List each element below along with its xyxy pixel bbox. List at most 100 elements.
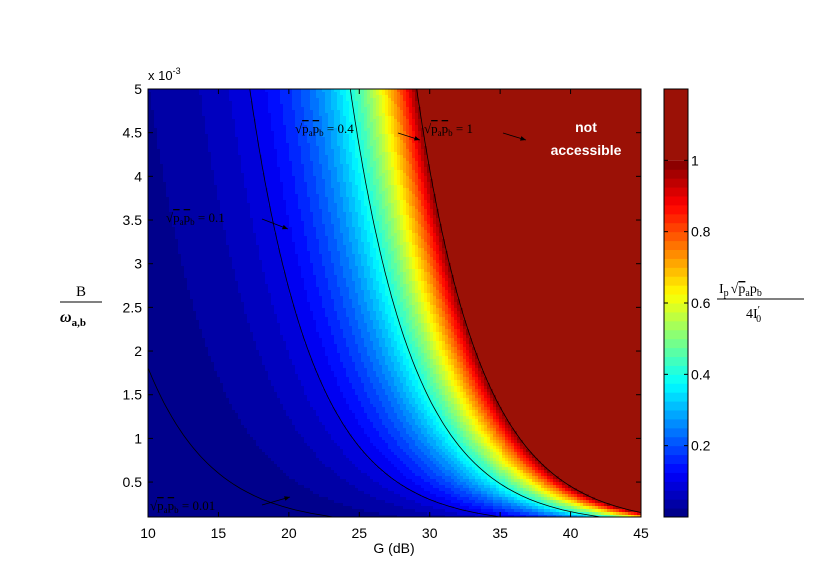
field-cell xyxy=(211,173,215,177)
field-cell xyxy=(148,113,152,117)
field-cell xyxy=(460,92,464,96)
field-cell xyxy=(532,98,536,102)
field-cell xyxy=(574,149,578,153)
field-cell xyxy=(259,152,263,156)
field-cell xyxy=(148,140,152,144)
field-cell xyxy=(508,137,512,141)
field-cell xyxy=(253,131,257,135)
field-cell xyxy=(298,122,302,126)
field-cell xyxy=(199,140,203,144)
field-cell xyxy=(175,173,179,177)
field-cell xyxy=(499,143,503,147)
field-cell xyxy=(628,176,632,180)
field-cell xyxy=(220,155,224,159)
field-cell xyxy=(472,176,476,180)
field-cell xyxy=(439,116,443,120)
field-cell xyxy=(601,125,605,129)
field-cell xyxy=(430,164,434,168)
field-cell xyxy=(316,128,320,132)
field-cell xyxy=(211,134,215,138)
field-cell xyxy=(304,92,308,96)
field-cell xyxy=(169,119,173,123)
field-cell xyxy=(625,134,629,138)
field-cell xyxy=(418,122,422,126)
field-cell xyxy=(631,155,635,159)
field-cell xyxy=(556,164,560,168)
field-cell xyxy=(403,158,407,162)
field-cell xyxy=(565,95,569,99)
field-cell xyxy=(241,128,245,132)
field-cell xyxy=(547,143,551,147)
field-cell xyxy=(316,137,320,141)
field-cell xyxy=(475,161,479,165)
field-cell xyxy=(484,128,488,132)
field-cell xyxy=(268,137,272,141)
field-cell xyxy=(346,110,350,114)
field-cell xyxy=(505,167,509,171)
field-cell xyxy=(448,89,452,93)
field-cell xyxy=(268,161,272,165)
field-cell xyxy=(526,92,530,96)
field-cell xyxy=(487,167,491,171)
field-cell xyxy=(415,116,419,120)
field-cell xyxy=(154,173,158,177)
field-cell xyxy=(511,143,515,147)
field-cell xyxy=(292,164,296,168)
field-cell xyxy=(448,143,452,147)
field-cell xyxy=(481,167,485,171)
field-cell xyxy=(628,152,632,156)
field-cell xyxy=(619,104,623,108)
field-cell xyxy=(349,116,353,120)
field-cell xyxy=(379,170,383,174)
field-cell xyxy=(622,89,626,93)
field-cell xyxy=(199,155,203,159)
field-cell xyxy=(520,155,524,159)
field-cell xyxy=(505,122,509,126)
field-cell xyxy=(601,140,605,144)
field-cell xyxy=(610,92,614,96)
field-cell xyxy=(400,104,404,108)
field-cell xyxy=(190,176,194,180)
field-cell xyxy=(502,149,506,153)
field-cell xyxy=(223,119,227,123)
field-cell xyxy=(472,110,476,114)
field-cell xyxy=(415,107,419,111)
field-cell xyxy=(265,170,269,174)
field-cell xyxy=(400,149,404,153)
field-cell xyxy=(166,167,170,171)
field-cell xyxy=(514,116,518,120)
field-cell xyxy=(403,173,407,177)
field-cell xyxy=(253,98,257,102)
field-cell xyxy=(343,113,347,117)
field-cell xyxy=(475,158,479,162)
field-cell xyxy=(232,137,236,141)
field-cell xyxy=(508,107,512,111)
field-cell xyxy=(628,104,632,108)
field-cell xyxy=(610,158,614,162)
field-cell xyxy=(511,89,515,93)
field-cell xyxy=(415,92,419,96)
field-cell xyxy=(208,110,212,114)
field-cell xyxy=(493,152,497,156)
field-cell xyxy=(565,149,569,153)
field-cell xyxy=(550,158,554,162)
field-cell xyxy=(532,137,536,141)
field-cell xyxy=(409,125,413,129)
field-cell xyxy=(565,98,569,102)
field-cell xyxy=(223,143,227,147)
field-cell xyxy=(430,116,434,120)
field-cell xyxy=(217,158,221,162)
field-cell xyxy=(313,89,317,93)
field-cell xyxy=(472,134,476,138)
field-cell xyxy=(604,155,608,159)
field-cell xyxy=(451,137,455,141)
field-cell xyxy=(484,89,488,93)
field-cell xyxy=(271,128,275,132)
field-cell xyxy=(199,116,203,120)
field-cell xyxy=(550,128,554,132)
field-cell xyxy=(469,116,473,120)
field-cell xyxy=(457,137,461,141)
field-cell xyxy=(208,146,212,150)
field-cell xyxy=(508,128,512,132)
field-cell xyxy=(547,128,551,132)
